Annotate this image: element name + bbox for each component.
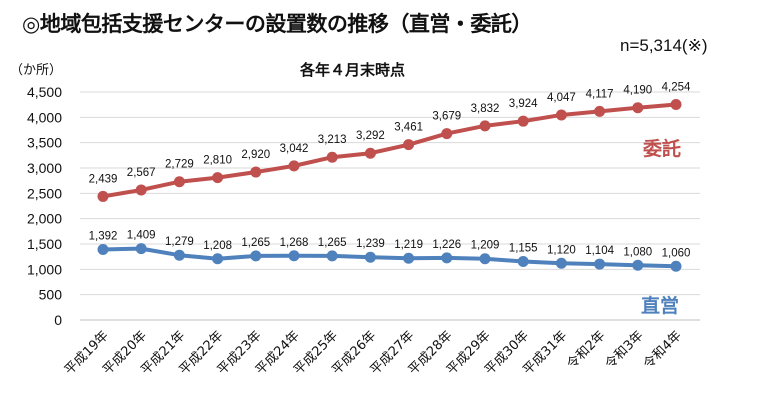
data-point [326,250,338,262]
x-tick-label: 令和4年 [641,328,685,372]
data-label: 1,209 [471,240,500,252]
data-label: 1,268 [280,237,309,249]
data-point [212,172,224,184]
data-point [173,176,185,188]
data-label: 2,567 [127,167,156,179]
data-label: 4,047 [547,92,576,104]
y-tick-label: 4,000 [27,109,62,125]
data-label: 3,679 [432,111,461,123]
data-point [441,128,453,140]
data-point [326,151,338,163]
data-label: 3,924 [509,98,538,110]
data-point [517,115,529,127]
data-point [288,160,300,172]
data-point [135,184,147,196]
y-tick-label: 1,500 [27,236,62,252]
x-tick-label: 令和2年 [564,328,608,372]
data-label: 2,729 [165,159,194,171]
data-label: 4,254 [662,81,691,93]
data-point [632,102,644,114]
total-note: n=5,314(※) [620,36,708,55]
data-point [250,250,262,262]
data-point [364,251,376,263]
data-label: 2,439 [89,173,118,185]
data-point [555,257,567,269]
data-label: 4,190 [623,85,652,97]
data-label: 1,080 [623,246,652,258]
series-line-直営 [102,246,677,269]
chart-subtitle: 各年４月末時点 [300,61,406,79]
y-tick-label: 3,000 [27,160,62,176]
data-label: 1,120 [547,244,576,256]
data-point [250,166,262,178]
data-label: 3,832 [471,103,500,115]
data-point [670,98,682,110]
data-label: 3,461 [394,122,423,134]
data-label: 1,409 [127,230,156,242]
y-tick-label: 2,500 [27,185,62,201]
data-point [594,258,606,270]
data-point [555,109,567,121]
data-label: 1,239 [356,238,385,250]
data-label: 1,265 [241,237,270,249]
data-point [403,252,415,264]
y-tick-label: 2,000 [27,211,62,227]
data-point [97,190,109,202]
page-title: ◎地域包括支援センターの設置数の推移（直営・委託） [22,12,532,36]
data-label: 2,920 [241,149,270,161]
y-tick-label: 500 [39,287,63,303]
data-label: 4,117 [586,88,614,100]
data-point [173,249,185,261]
data-point [403,139,415,151]
data-point [594,105,606,117]
data-point [479,120,491,132]
data-point [97,243,109,255]
data-label: 1,208 [203,240,232,252]
y-tick-label: 1,000 [27,261,62,277]
data-label: 1,060 [662,247,691,259]
data-label: 3,042 [280,143,309,155]
data-label: 3,213 [318,134,347,146]
data-point [212,253,224,265]
data-point [670,260,682,272]
data-point [364,147,376,159]
data-label: 1,226 [432,239,461,251]
data-label: 3,292 [356,130,385,142]
data-point [288,250,300,262]
data-point [479,253,491,265]
series-label-委託: 委託 [642,137,681,160]
y-tick-label: 4,500 [27,84,62,100]
data-label: 1,279 [165,236,194,248]
x-tick-label: 令和3年 [603,328,647,372]
data-point [632,259,644,271]
series-label-直営: 直営 [641,294,679,317]
data-point [441,252,453,264]
data-label: 1,104 [585,245,614,257]
data-label: 1,219 [394,239,423,251]
y-tick-label: 0 [54,312,62,328]
data-label: 1,155 [509,242,538,254]
data-label: 1,265 [318,237,347,249]
data-point [517,255,529,267]
y-axis-unit: （か所） [10,63,63,78]
data-label: 2,810 [203,155,232,167]
y-tick-label: 3,500 [27,135,62,151]
data-point [135,243,147,255]
series-line-委託 [102,102,677,199]
data-label: 1,392 [89,230,118,242]
